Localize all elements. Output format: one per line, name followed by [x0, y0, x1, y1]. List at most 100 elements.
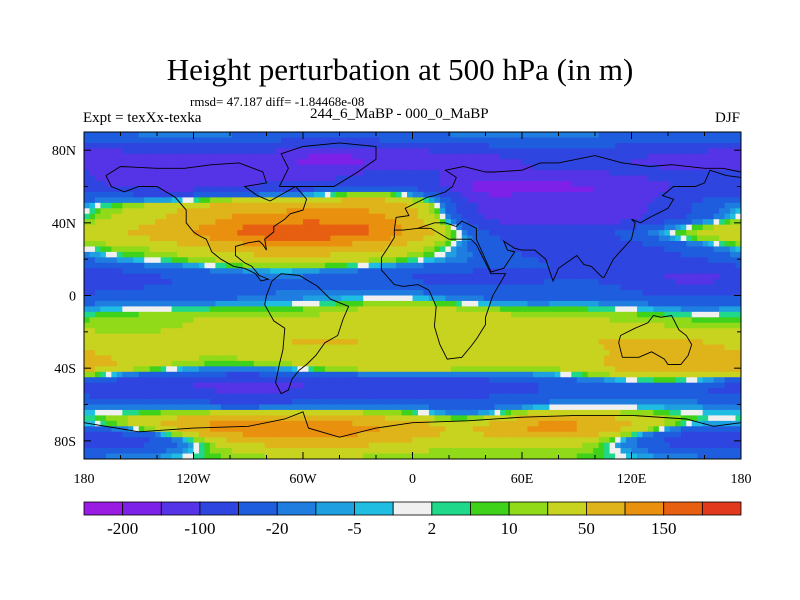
- field-cell: [680, 350, 687, 357]
- field-cell: [341, 241, 348, 248]
- field-cell: [215, 246, 222, 253]
- field-cell: [456, 224, 463, 231]
- field-cell: [237, 191, 244, 198]
- field-cell: [642, 159, 649, 166]
- field-cell: [713, 137, 720, 144]
- field-cell: [412, 333, 419, 340]
- field-cell: [527, 251, 534, 258]
- field-cell: [532, 175, 540, 182]
- field-cell: [500, 339, 507, 346]
- field-cell: [417, 355, 425, 362]
- field-cell: [127, 191, 134, 198]
- field-cell: [658, 235, 665, 242]
- field-cell: [319, 295, 326, 302]
- field-cell: [204, 262, 211, 269]
- field-cell: [275, 164, 282, 171]
- field-cell: [220, 241, 227, 248]
- field-cell: [609, 148, 616, 155]
- field-cell: [133, 350, 140, 357]
- field-cell: [505, 246, 512, 253]
- field-cell: [84, 350, 91, 357]
- field-cell: [220, 186, 227, 193]
- field-cell: [379, 202, 386, 209]
- field-cell: [576, 322, 583, 329]
- field-cell: [275, 224, 282, 231]
- field-cell: [445, 132, 452, 139]
- field-cell: [483, 251, 490, 258]
- field-cell: [242, 311, 249, 318]
- field-cell: [697, 257, 704, 264]
- field-cell: [385, 230, 392, 237]
- field-cell: [724, 235, 731, 242]
- field-cell: [281, 317, 288, 324]
- field-cell: [155, 181, 162, 188]
- field-cell: [204, 339, 211, 346]
- field-cell: [138, 350, 145, 357]
- field-cell: [407, 262, 414, 269]
- field-cell: [642, 197, 649, 204]
- field-cell: [127, 251, 134, 258]
- field-cell: [116, 148, 123, 155]
- field-cell: [182, 224, 189, 231]
- field-cell: [155, 273, 162, 280]
- field-cell: [598, 181, 605, 188]
- field-cell: [511, 153, 518, 160]
- field-cell: [735, 300, 741, 307]
- field-cell: [527, 290, 534, 297]
- field-cell: [116, 137, 123, 144]
- field-cell: [292, 159, 299, 166]
- field-cell: [549, 230, 556, 237]
- field-cell: [522, 257, 529, 264]
- field-cell: [155, 279, 162, 286]
- field-cell: [341, 284, 348, 291]
- field-cell: [264, 350, 271, 357]
- field-cell: [483, 191, 490, 198]
- field-cell: [467, 333, 474, 340]
- field-cell: [144, 148, 151, 155]
- field-cell: [215, 350, 222, 357]
- field-cell: [357, 350, 364, 357]
- field-cell: [275, 339, 282, 346]
- field-cell: [166, 251, 173, 258]
- field-cell: [522, 224, 529, 231]
- field-cell: [445, 191, 452, 198]
- field-cell: [478, 322, 485, 329]
- field-cell: [89, 164, 96, 171]
- field-cell: [138, 328, 145, 335]
- field-cell: [461, 208, 468, 215]
- field-cell: [686, 197, 693, 204]
- field-cell: [198, 268, 206, 275]
- field-cell: [303, 355, 310, 362]
- field-cell: [708, 284, 715, 291]
- field-cell: [598, 344, 605, 351]
- field-cell: [84, 224, 91, 231]
- field-cell: [532, 322, 540, 329]
- field-cell: [516, 181, 523, 188]
- field-cell: [642, 175, 649, 182]
- field-cell: [270, 339, 277, 346]
- field-cell: [511, 257, 518, 264]
- field-cell: [204, 159, 211, 166]
- field-cell: [407, 241, 414, 248]
- field-cell: [390, 246, 397, 253]
- field-cell: [396, 181, 403, 188]
- field-cell: [735, 170, 741, 177]
- field-cell: [719, 219, 726, 226]
- field-cell: [549, 328, 556, 335]
- field-cell: [691, 142, 698, 149]
- field-cell: [516, 224, 523, 231]
- field-cell: [560, 164, 567, 171]
- field-cell: [204, 197, 211, 204]
- field-cell: [286, 350, 293, 357]
- field-cell: [105, 355, 112, 362]
- field-cell: [324, 311, 331, 318]
- field-cell: [428, 159, 435, 166]
- field-cell: [461, 230, 468, 237]
- field-cell: [127, 224, 134, 231]
- field-cell: [478, 230, 485, 237]
- field-cell: [401, 164, 408, 171]
- field-cell: [522, 344, 529, 351]
- field-cell: [286, 328, 293, 335]
- field-cell: [286, 219, 293, 226]
- field-cell: [593, 246, 600, 253]
